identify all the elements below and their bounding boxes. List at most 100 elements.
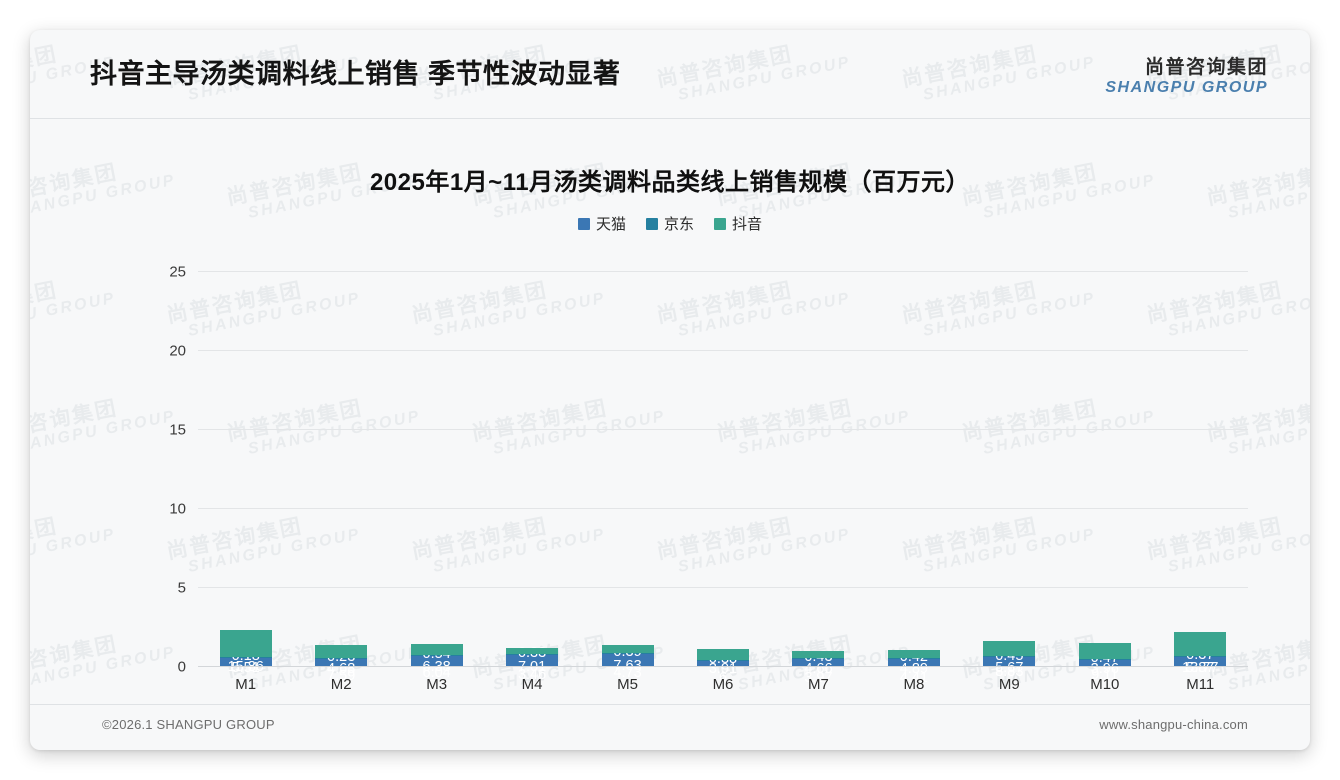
bar-segment-天猫[interactable]: 6.38 [410,655,463,674]
footer-website[interactable]: www.shangpu-china.com [1099,717,1248,732]
y-axis-tick-label: 0 [177,658,186,676]
legend-item-天猫[interactable]: 天猫 [577,213,626,234]
stacked-bar[interactable]: 4.660.43 3.97 [792,624,845,685]
legend-item-京东[interactable]: 京东 [645,213,694,234]
legend-label: 天猫 [595,216,626,233]
bar-segment-京东[interactable]: 0.43 [792,650,845,664]
bar-segment-天猫[interactable]: 5.67 [983,657,1036,675]
chart-inner-area: 5.510.1815.86M14.680.237.59M26.380.546.0… [169,264,1248,693]
bar-segment-抖音[interactable]: 4.73 [601,644,654,680]
bar-segment-天猫[interactable]: 4.89 [887,658,940,676]
page-footer: ©2026.1 SHANGPU GROUP www.shangpu-china.… [30,704,1310,750]
bar-value-label: 8.83 [995,664,1024,681]
bar-value-label: 4.68 [327,660,356,677]
legend-item-抖音[interactable]: 抖音 [714,213,762,234]
y-axis-tick-label: 15 [169,421,186,439]
y-axis-tick-label: 25 [169,263,186,281]
bar-segment-抖音[interactable]: 6.04 [410,644,463,680]
bar-segment-抖音[interactable]: 15.86 [219,629,272,674]
bar-segment-天猫[interactable]: 3.96 [1078,660,1131,676]
bar-segment-天猫[interactable]: 3.91 [696,660,749,676]
stacked-bar[interactable]: 6.380.54 6.04 [410,624,463,680]
x-axis-tick-label: M6 [712,676,734,693]
x-axis-tick-label: M5 [617,676,638,693]
bar-value-label: 3.96 [1090,661,1119,678]
bar-segment-京东[interactable]: 0.38 [696,652,749,666]
bar-value-label: 4.89 [899,660,928,677]
legend-swatch-icon [645,217,658,230]
bar-value-label: 4.41 [899,669,928,686]
stacked-bar[interactable]: 5.670.458.83 [983,624,1036,679]
bar-segment-京东[interactable]: 0.37 [1174,648,1227,662]
x-axis-tick-label: M10 [1090,676,1120,693]
bar-segment-天猫[interactable]: 4.68 [315,658,368,676]
report-card: 尚普咨询集团 SHANGPU GROUP 尚普咨询集团 SHANGPU GROUP 尚普… [30,30,1310,750]
footer-copyright: ©2026.1 SHANGPU GROUP [102,717,275,732]
bar-segment-抖音[interactable]: 8.83 [983,641,1036,679]
bar-segment-天猫[interactable]: 5.51 [219,657,272,675]
bar-group[interactable]: 3.910.38 6M6 [675,272,770,693]
bar-value-label: 3.46 [517,667,547,683]
legend-swatch-icon [714,217,726,230]
x-axis-tick-label: M2 [330,676,352,693]
bar-segment-京东[interactable]: 0.33 [506,646,559,660]
bar-segment-京东[interactable]: 0.54 [410,647,463,661]
stacked-bar[interactable]: 5.870.3713.77 [1174,624,1227,675]
chart-title: 2025年1月~11月汤类调料品类线上销售规模（百万元） [369,169,971,196]
stacked-bar[interactable]: 7.010.333.46 [506,624,559,682]
bar-segment-京东[interactable]: 0.47 [1078,651,1131,665]
y-axis-tick-label: 20 [169,342,186,360]
chart-plot-area: 5.510.1815.86M14.680.237.59M26.380.546.0… [140,252,1260,697]
bar-segment-京东[interactable]: 0.39 [601,645,654,659]
x-axis-tick-label: M8 [903,676,925,693]
gridline [198,666,1248,667]
company-logo: 尚普咨询集团 SHANGPU GROUP [1105,57,1268,97]
stacked-bar[interactable]: 3.910.38 6 [696,624,749,685]
bar-series-container: 5.510.1815.86M14.680.237.59M26.380.546.0… [198,272,1248,693]
bar-segment-抖音[interactable]: 4.41 [887,650,940,685]
x-axis-tick-label: M3 [426,676,448,693]
bar-segment-抖音[interactable]: 3.46 [506,648,559,682]
stacked-bar[interactable]: 4.680.237.59 [315,624,368,683]
gridline [198,429,1248,430]
bar-value-label: 13.77 [1182,659,1219,676]
bar-value-label: 6.04 [422,665,451,682]
bar-segment-抖音[interactable]: 3.97 [792,651,845,685]
bar-segment-抖音[interactable]: 9.11 [1078,643,1131,682]
bar-segment-抖音[interactable]: 7.59 [315,645,368,683]
page-title: 抖音主导汤类调料线上销售 季节性波动显著 [90,59,621,89]
bar-segment-京东[interactable]: 0.42 [887,650,940,664]
stacked-bar[interactable]: 4.890.42 4.41 [887,624,940,685]
logo-text-cn: 尚普咨询集团 [1144,57,1268,78]
stacked-bar[interactable]: 5.510.1815.86 [219,624,272,675]
bar-value-label: 4.73 [613,664,642,681]
x-axis-tick-label: M11 [1186,676,1215,693]
bar-value-label: 3.91 [708,661,738,678]
bar-segment-天猫[interactable]: 4.66 [792,658,845,676]
bar-value-label: 5.67 [995,659,1024,676]
bar-segment-天猫[interactable]: 5.87 [1174,656,1227,675]
bar-segment-抖音[interactable]: 13.77 [1174,632,1227,675]
bar-segment-抖音[interactable]: 6 [696,649,749,685]
gridline [198,350,1248,351]
bar-segment-京东[interactable]: 0.45 [983,648,1036,663]
stacked-bar[interactable]: 3.960.47 9.11 [1078,624,1131,682]
stacked-bar[interactable]: 7.630.394.73 [601,624,654,680]
legend-label: 京东 [663,216,694,233]
bar-value-label: 6 [718,670,728,687]
gridline [198,508,1248,509]
bar-value-label: 5.87 [1186,659,1215,676]
